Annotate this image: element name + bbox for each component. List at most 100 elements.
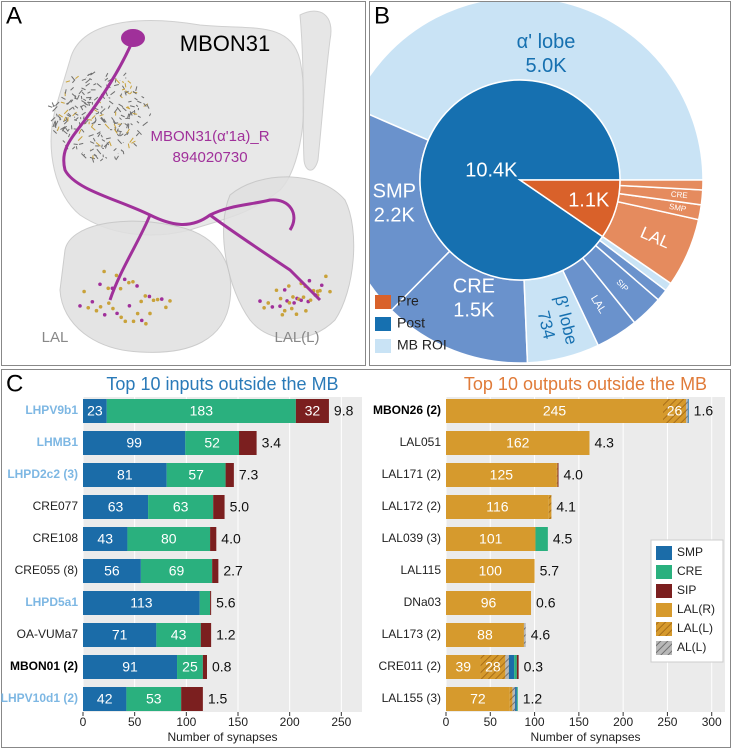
y-tick-label: LAL171 (2) xyxy=(382,467,441,481)
dendrite xyxy=(113,123,117,129)
y-tick-label: LHPD2c2 (3) xyxy=(7,467,78,481)
bouton xyxy=(304,309,308,313)
legend-swatch xyxy=(656,584,672,598)
x-axis-title: Number of synapses xyxy=(530,730,640,744)
dendrite xyxy=(127,106,130,108)
bouton xyxy=(308,298,313,302)
bouton xyxy=(127,303,132,308)
dendrite xyxy=(120,114,125,118)
bouton xyxy=(123,319,128,324)
dendrite xyxy=(129,137,134,143)
bouton xyxy=(106,286,111,291)
neuron-render xyxy=(47,10,355,353)
dendrite xyxy=(103,118,107,123)
dendrite xyxy=(96,83,102,88)
dendrite xyxy=(133,142,138,147)
bouton xyxy=(111,306,115,311)
legend: Pre Post MB ROI xyxy=(375,293,447,353)
dendrite xyxy=(122,151,125,155)
dendrite xyxy=(92,137,96,142)
bar-segment xyxy=(516,687,518,711)
dendrite xyxy=(66,114,71,118)
slice-label: SMP xyxy=(668,202,687,214)
dendrite xyxy=(128,110,135,116)
dendrite xyxy=(121,85,125,90)
slice-name: CRE xyxy=(670,190,688,201)
bar-segment xyxy=(83,655,178,679)
dendrite xyxy=(117,130,122,133)
dendrite xyxy=(104,123,110,130)
bar-value-label: 91 xyxy=(122,659,138,675)
x-tick-label: 0 xyxy=(443,715,450,729)
bouton xyxy=(127,280,131,285)
dendrite xyxy=(50,116,56,122)
y-tick-label: LAL173 (2) xyxy=(382,627,441,641)
bar-value-label: 53 xyxy=(146,691,162,707)
legend-label: CRE xyxy=(677,564,702,578)
dendrite xyxy=(72,79,76,84)
legend-swatch xyxy=(375,295,391,309)
dendrite xyxy=(105,72,109,77)
bouton xyxy=(299,298,303,303)
bar-value-label: 23 xyxy=(87,403,103,419)
dendrite xyxy=(83,119,89,125)
bar-segment xyxy=(83,527,128,551)
dendrite xyxy=(136,130,142,136)
x-tick-label: 200 xyxy=(280,715,300,729)
bouton xyxy=(270,305,275,309)
dendrite xyxy=(113,148,117,152)
bouton xyxy=(122,277,127,282)
dendrite xyxy=(83,153,86,156)
dendrite xyxy=(61,126,66,132)
dendrite xyxy=(116,106,122,113)
dendrite xyxy=(81,91,85,96)
bar-segment xyxy=(512,687,516,711)
bar-value-label: 71 xyxy=(112,627,128,643)
dendrite xyxy=(52,130,57,134)
bar-segment xyxy=(446,687,510,711)
x-tick-label: 250 xyxy=(331,715,351,729)
bar-segment xyxy=(83,399,107,423)
y-tick-label: LHPV10d1 (2) xyxy=(1,691,78,705)
bar-segment xyxy=(156,623,201,647)
dendrite xyxy=(89,148,94,152)
bar-segment xyxy=(212,559,219,583)
bar-value-label: 81 xyxy=(117,467,133,483)
bouton xyxy=(318,288,322,293)
bouton xyxy=(107,301,111,305)
y-tick-label: LHPV9b1 xyxy=(25,403,78,417)
dendrite xyxy=(84,105,87,108)
side-label: 4.0 xyxy=(563,467,583,483)
dendrite xyxy=(121,88,126,91)
dendrite xyxy=(127,80,132,84)
panel-letter: C xyxy=(6,370,23,397)
bar-segment xyxy=(202,655,207,679)
bar-value-label: 162 xyxy=(506,435,530,451)
bar-chart: 0 50 100 150 200 250 300 Number of synapses Top … xyxy=(373,374,725,744)
side-label: 5.6 xyxy=(216,595,236,611)
bar-value-label: 100 xyxy=(479,563,503,579)
y-tick-label: CRE055 (8) xyxy=(15,563,78,577)
bouton xyxy=(148,311,152,316)
bar-segment xyxy=(446,463,557,487)
bar-value-label: 57 xyxy=(188,467,204,483)
dendrite xyxy=(132,112,138,115)
side-label: 3.4 xyxy=(262,435,282,451)
dendrite xyxy=(134,97,138,101)
bar-value-label: 101 xyxy=(479,531,503,547)
dendrite xyxy=(81,78,87,81)
dendrite xyxy=(47,105,53,108)
bar-segment xyxy=(83,431,186,455)
dendrite xyxy=(78,89,83,95)
bar-value-label: 99 xyxy=(126,435,142,451)
dendrite xyxy=(119,117,122,121)
dendrite xyxy=(99,114,104,117)
bouton xyxy=(278,304,282,308)
bouton xyxy=(118,286,123,291)
side-label: 5.0 xyxy=(230,499,250,515)
dendrite xyxy=(89,141,95,144)
side-label: 0.8 xyxy=(212,659,232,675)
bouton xyxy=(144,321,148,326)
bouton xyxy=(324,274,328,279)
bar-segment xyxy=(508,655,515,679)
